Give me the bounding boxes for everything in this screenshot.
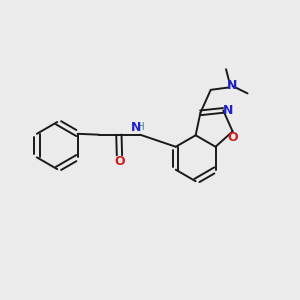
Text: N: N bbox=[227, 79, 238, 92]
Text: H: H bbox=[137, 122, 145, 132]
Text: N: N bbox=[131, 121, 142, 134]
Text: N: N bbox=[224, 104, 234, 117]
Text: O: O bbox=[114, 155, 125, 168]
Text: O: O bbox=[227, 131, 238, 144]
